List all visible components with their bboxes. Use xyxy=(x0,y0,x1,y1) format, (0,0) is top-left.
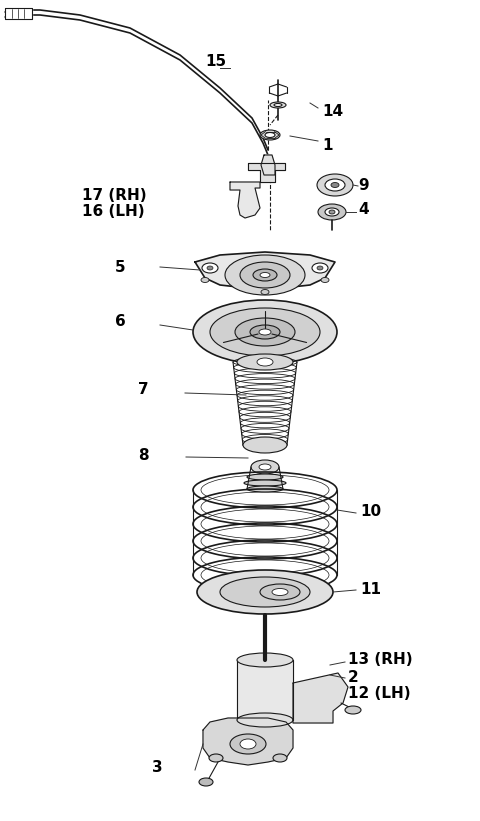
Text: 7: 7 xyxy=(138,383,149,397)
Ellipse shape xyxy=(253,269,277,281)
Ellipse shape xyxy=(274,103,282,107)
Text: 3: 3 xyxy=(152,760,163,776)
Ellipse shape xyxy=(202,263,218,273)
Ellipse shape xyxy=(260,130,280,140)
Polygon shape xyxy=(261,155,275,175)
Ellipse shape xyxy=(261,290,269,295)
Ellipse shape xyxy=(260,273,270,277)
Ellipse shape xyxy=(210,308,320,356)
Polygon shape xyxy=(195,252,335,290)
Ellipse shape xyxy=(237,653,293,667)
Text: 9: 9 xyxy=(358,178,369,194)
Polygon shape xyxy=(248,163,285,182)
Polygon shape xyxy=(293,673,348,723)
Polygon shape xyxy=(230,182,260,218)
Ellipse shape xyxy=(244,480,286,486)
Ellipse shape xyxy=(235,318,295,346)
Ellipse shape xyxy=(207,266,213,270)
Text: 4: 4 xyxy=(358,203,369,218)
Text: 8: 8 xyxy=(138,447,149,462)
Ellipse shape xyxy=(257,358,273,366)
Text: 2: 2 xyxy=(348,669,359,685)
Ellipse shape xyxy=(270,102,286,108)
Ellipse shape xyxy=(230,734,266,754)
Text: 12 (LH): 12 (LH) xyxy=(348,686,410,701)
Polygon shape xyxy=(5,8,32,19)
Ellipse shape xyxy=(265,132,275,137)
Text: 1: 1 xyxy=(322,137,333,153)
Text: 13 (RH): 13 (RH) xyxy=(348,653,413,667)
Ellipse shape xyxy=(193,300,337,364)
Ellipse shape xyxy=(247,474,283,480)
Polygon shape xyxy=(203,718,293,765)
Ellipse shape xyxy=(209,754,223,762)
Ellipse shape xyxy=(325,179,345,191)
Ellipse shape xyxy=(312,263,328,273)
Ellipse shape xyxy=(250,325,280,339)
Ellipse shape xyxy=(237,713,293,727)
Text: 11: 11 xyxy=(360,583,381,598)
Ellipse shape xyxy=(199,778,213,786)
Text: 6: 6 xyxy=(115,314,126,329)
Text: 17 (RH): 17 (RH) xyxy=(82,189,146,204)
Ellipse shape xyxy=(345,706,361,714)
Ellipse shape xyxy=(225,255,305,295)
Ellipse shape xyxy=(318,204,346,220)
Text: 15: 15 xyxy=(205,54,226,70)
Ellipse shape xyxy=(272,589,288,595)
Ellipse shape xyxy=(240,262,290,288)
Ellipse shape xyxy=(259,329,271,335)
Ellipse shape xyxy=(321,277,329,282)
Ellipse shape xyxy=(243,437,287,453)
Ellipse shape xyxy=(247,486,283,492)
Ellipse shape xyxy=(237,354,293,370)
Polygon shape xyxy=(237,660,293,720)
Ellipse shape xyxy=(317,266,323,270)
Text: 16 (LH): 16 (LH) xyxy=(82,204,144,219)
Ellipse shape xyxy=(220,577,310,607)
Ellipse shape xyxy=(317,174,353,196)
Ellipse shape xyxy=(331,182,339,187)
Text: 10: 10 xyxy=(360,504,381,520)
Ellipse shape xyxy=(197,570,333,614)
Ellipse shape xyxy=(201,277,209,282)
Ellipse shape xyxy=(325,208,339,216)
Ellipse shape xyxy=(273,754,287,762)
Text: 14: 14 xyxy=(322,104,343,120)
Text: 5: 5 xyxy=(115,259,126,274)
Ellipse shape xyxy=(240,739,256,749)
Ellipse shape xyxy=(260,584,300,600)
Ellipse shape xyxy=(259,464,271,470)
Ellipse shape xyxy=(251,460,279,474)
Ellipse shape xyxy=(329,210,335,214)
